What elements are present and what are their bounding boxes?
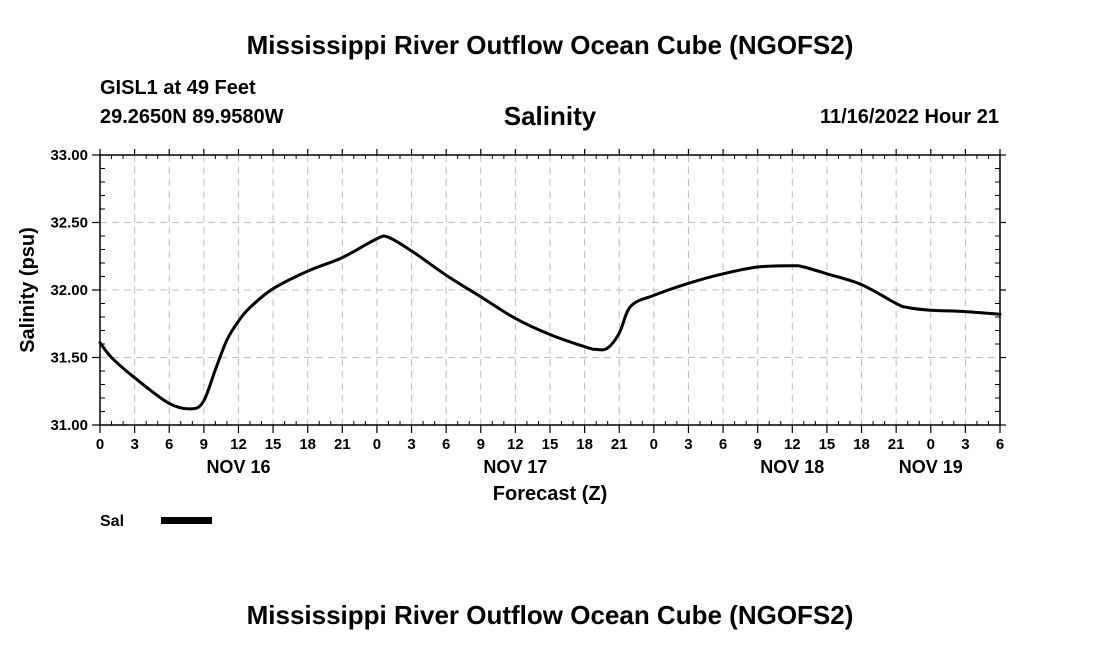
y-tick-label: 33.00 <box>50 147 88 164</box>
data-point-sal <box>514 317 517 320</box>
x-tick-label: 9 <box>477 436 485 453</box>
x-date-label: NOV 17 <box>483 457 547 477</box>
data-point-sal <box>964 310 967 313</box>
x-tick-label: 18 <box>576 436 593 453</box>
data-point-sal <box>214 368 217 371</box>
x-tick-label: 6 <box>165 436 173 453</box>
legend-swatch-sal <box>161 517 212 524</box>
data-point-sal <box>225 339 228 342</box>
x-tick-label: 3 <box>684 436 692 453</box>
data-point-sal <box>133 376 136 379</box>
series-line-sal <box>98 234 1002 411</box>
data-point-sal <box>906 306 909 309</box>
legend-label-sal: Sal <box>100 513 124 530</box>
chart-main-title: Mississippi River Outflow Ocean Cube (NG… <box>246 30 854 60</box>
x-date-label: NOV 18 <box>760 457 824 477</box>
plot-frame <box>99 154 1001 426</box>
salinity-chart: 0 3 6 9 12 15 18 21 0 3 6 9 12 15 18 21 0 3 6 9 12 15 18 21 0 3 6 3… <box>17 147 1006 530</box>
x-tick-label: 6 <box>442 436 450 453</box>
x-tick-label: 9 <box>754 436 762 453</box>
x-tick-label: 21 <box>888 436 905 453</box>
data-point-sal <box>629 305 632 308</box>
x-tick-label: 12 <box>507 436 524 453</box>
chart-subtitle: Salinity <box>503 101 597 131</box>
data-point-sal <box>110 356 113 359</box>
x-tick-label: 3 <box>961 436 969 453</box>
x-tick-label: 6 <box>719 436 727 453</box>
x-tick-label: 15 <box>265 436 282 453</box>
x-tick-label: 0 <box>927 436 935 453</box>
data-point-sal <box>375 237 378 240</box>
data-point-sal <box>272 287 275 290</box>
station-coordinates: 29.2650N 89.9580W <box>100 106 284 128</box>
x-tick-label: 15 <box>542 436 559 453</box>
forecast-datetime: 11/16/2022 Hour 21 <box>819 106 999 128</box>
data-point-sal <box>410 249 413 252</box>
y-tick-label: 31.00 <box>50 417 88 434</box>
x-tick-label: 12 <box>784 436 801 453</box>
station-name-depth: GISL1 at 49 Feet <box>100 77 256 99</box>
x-tick-label: 15 <box>819 436 836 453</box>
axis-ticks <box>92 149 1006 433</box>
data-point-sal <box>99 341 102 344</box>
x-tick-label: 0 <box>96 436 104 453</box>
data-point-sal <box>202 399 205 402</box>
data-point-sal <box>583 345 586 348</box>
data-point-sal <box>791 264 794 267</box>
x-tick-label: 21 <box>334 436 351 453</box>
data-point-sal <box>445 274 448 277</box>
data-point-sal <box>802 266 805 269</box>
x-tick-label: 12 <box>230 436 247 453</box>
y-tick-label: 32.50 <box>50 215 88 232</box>
y-tick-label: 31.50 <box>50 350 88 367</box>
data-point-sal <box>618 332 621 335</box>
y-axis-label: Salinity (psu) <box>17 227 39 353</box>
data-point-sal <box>756 266 759 269</box>
x-tick-label: 0 <box>650 436 658 453</box>
x-date-label: NOV 16 <box>206 457 270 477</box>
data-point-sal <box>722 272 725 275</box>
x-tick-label: 6 <box>996 436 1004 453</box>
chart-footer-title: Mississippi River Outflow Ocean Cube (NG… <box>246 600 854 630</box>
data-point-sal <box>652 294 655 297</box>
data-point-sal <box>595 348 598 351</box>
data-point-sal <box>341 256 344 259</box>
data-point-sal <box>387 236 390 239</box>
data-point-sal <box>929 309 932 312</box>
data-point-sal <box>168 402 171 405</box>
x-tick-label: 18 <box>299 436 316 453</box>
x-date-label: NOV 19 <box>899 457 963 477</box>
x-tick-label: 9 <box>200 436 208 453</box>
x-tick-label: 0 <box>373 436 381 453</box>
data-point-sal <box>479 295 482 298</box>
y-tick-label: 32.00 <box>50 282 88 299</box>
x-axis-label: Forecast (Z) <box>493 483 607 505</box>
axis-labels: 0 3 6 9 12 15 18 21 0 3 6 9 12 15 18 21 0 3 6 9 12 15 18 21 0 3 6 3… <box>50 147 1004 477</box>
x-tick-label: 3 <box>407 436 415 453</box>
data-point-sal <box>895 302 898 305</box>
x-tick-label: 18 <box>853 436 870 453</box>
x-tick-label: 21 <box>611 436 628 453</box>
data-point-sal <box>999 313 1002 316</box>
data-point-sal <box>249 306 252 309</box>
data-point-sal <box>606 347 609 350</box>
data-point-sal <box>237 320 240 323</box>
data-point-sal <box>687 282 690 285</box>
legend: Sal <box>100 513 212 530</box>
x-tick-label: 3 <box>130 436 138 453</box>
data-point-sal <box>191 407 194 410</box>
data-point-sal <box>860 283 863 286</box>
data-point-sal <box>306 270 309 273</box>
data-point-sal <box>825 272 828 275</box>
grid-lines <box>100 155 1000 425</box>
data-point-sal <box>549 333 552 336</box>
